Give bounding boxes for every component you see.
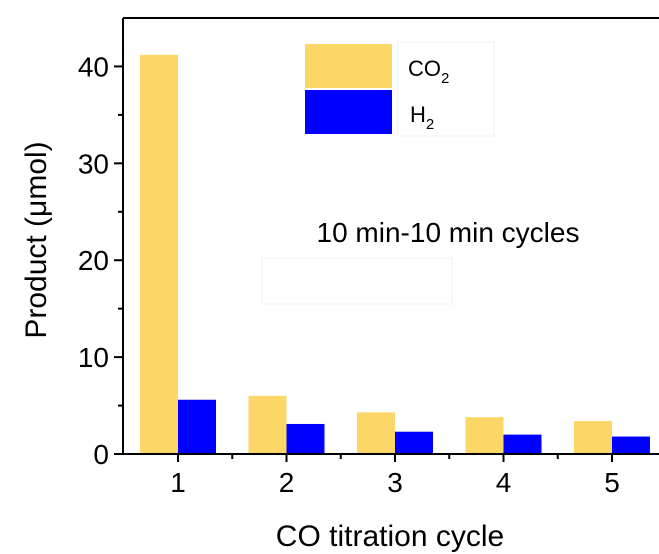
- chart-annotation: 10 min-10 min cycles: [317, 217, 580, 248]
- bar-h2-cycle-5: [612, 436, 650, 454]
- bar-co2-cycle-1: [140, 54, 178, 454]
- legend-swatch-co2: [305, 44, 392, 88]
- legend-box: [397, 41, 495, 137]
- y-tick-label: 10: [78, 342, 109, 373]
- bar-co2-cycle-4: [465, 417, 504, 454]
- bar-co2-cycle-5: [574, 421, 612, 454]
- legend-label-h2: H2: [410, 102, 434, 133]
- x-tick-label: 2: [279, 467, 295, 498]
- bar-h2-cycle-4: [503, 434, 542, 454]
- x-tick-label: 5: [604, 467, 620, 498]
- y-tick-label: 30: [78, 148, 109, 179]
- legend-swatch-h2: [305, 90, 392, 134]
- legend-label-co2: CO2: [408, 56, 449, 87]
- y-tick-label: 20: [78, 245, 109, 276]
- x-axis-title: CO titration cycle: [276, 520, 504, 553]
- y-axis-title: Product (μmol): [20, 141, 53, 338]
- x-tick-label: 1: [170, 467, 186, 498]
- x-tick-label: 3: [387, 467, 403, 498]
- legend: CO2 H2: [305, 41, 495, 137]
- x-tick-label: 4: [496, 467, 512, 498]
- bar-h2-cycle-2: [286, 423, 325, 454]
- empty-label-box: [261, 257, 453, 305]
- bar-h2-cycle-1: [178, 399, 216, 454]
- bar-h2-cycle-3: [395, 431, 433, 454]
- bar-co2-cycle-2: [248, 395, 287, 454]
- bar-co2-cycle-3: [357, 412, 395, 454]
- y-tick-label: 40: [78, 51, 109, 82]
- plot-area: 0 10 20 30 40 1 2 3 4 5: [78, 17, 659, 498]
- y-tick-label: 0: [93, 439, 109, 470]
